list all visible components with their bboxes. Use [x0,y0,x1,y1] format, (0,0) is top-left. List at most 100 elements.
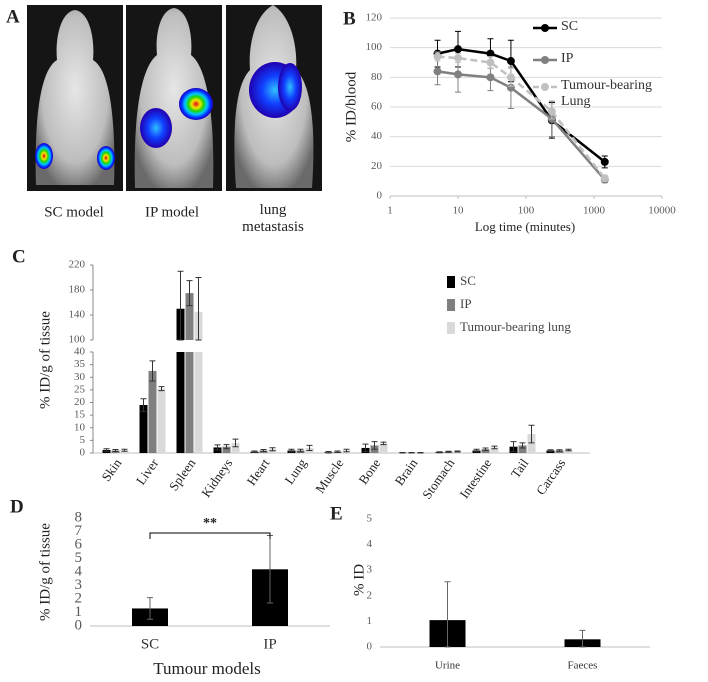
error-bar [454,450,461,453]
legend-label: IP [561,51,574,66]
bar [379,443,388,453]
legend-label: IP [460,296,472,311]
y-tick-label: 3 [75,577,83,593]
y-tick-label: 2 [75,590,83,606]
error-bar [343,448,350,453]
x-tick-label: Brain [392,455,421,488]
y-tick-label: 220 [69,259,86,271]
bar [185,352,194,453]
error-bar [547,449,554,452]
bar [176,352,185,453]
y-tick-label: 120 [366,12,383,24]
y-tick-label: 0 [367,641,373,653]
error-bar [232,438,239,448]
bar [222,446,231,453]
y-tick-label: 15 [74,409,86,421]
x-tick-label: Tail [508,456,532,481]
y-axis-label: % ID/g of tissue [37,523,53,621]
y-tick-label: 60 [371,101,383,113]
bar [546,450,555,453]
legend-swatch [447,322,455,334]
x-tick-label: Intestine [456,456,494,501]
point [433,67,442,76]
bar [157,388,166,453]
error-bar [482,447,489,451]
legend-label: SC [561,19,579,34]
bar [490,447,499,453]
point [486,58,495,67]
error-bar [362,443,369,453]
y-axis-label: % ID/blood [343,71,359,142]
bar [481,449,490,453]
y-axis-label: % ID/g of tissue [37,311,53,409]
x-tick-label: Bone [355,456,383,487]
error-bar [140,398,147,412]
y-tick-label: 0 [377,190,383,202]
point [454,70,462,79]
x-tick-label: Lung [281,455,309,486]
error-bar [399,451,406,454]
y-tick-label: 100 [69,334,86,346]
x-tick-label: 10 [453,205,465,217]
mouse-image [226,5,322,191]
error-bar [260,448,267,452]
x-tick-label: Carcass [533,456,568,498]
bar [231,442,240,453]
error-bar [380,441,387,446]
error-bar [186,280,193,307]
error-bar [269,447,276,452]
y-tick-label: 180 [69,284,86,296]
y-tick-label: 1 [367,615,373,627]
legend-label: Tumour-bearing Lung [561,78,652,110]
error-bar [251,450,258,453]
x-tick-label: Faeces [568,660,598,672]
error-bar [436,451,443,454]
legend-marker [541,24,549,32]
error-bar [195,277,202,341]
error-bar [510,441,517,453]
point [454,54,462,63]
x-tick-label: 1000 [583,205,606,217]
error-bar [325,450,332,454]
panel-label: A [6,6,20,27]
mouse-image [27,5,123,191]
y-tick-label: 0 [75,617,83,633]
error-bar [473,448,480,453]
x-tick-label: Urine [435,660,460,672]
x-tick-label: Liver [133,455,162,487]
significance-label: ** [203,516,217,531]
x-tick-label: Heart [244,456,273,489]
y-tick-label: 2 [367,589,373,601]
y-tick-label: 25 [74,383,86,395]
point [486,73,495,82]
x-tick-label: SC [141,636,159,652]
panel-label: E [330,503,343,524]
error-bar [223,444,230,450]
bar [139,405,148,453]
x-tick-label: Stomach [419,455,458,501]
y-tick-label: 80 [371,71,383,83]
y-tick-label: 35 [74,358,86,370]
bar [555,450,564,453]
legend-swatch [447,276,455,288]
point [600,174,609,183]
error-bar [579,629,586,648]
bar [194,352,203,453]
legend-marker [541,83,549,91]
y-tick-label: 5 [75,550,83,566]
error-bar [528,424,535,444]
point [454,45,462,54]
x-tick-label: Skin [98,455,124,484]
legend-label-box: IP [561,51,574,66]
error-bar [519,442,526,449]
y-tick-label: 3 [367,564,373,576]
x-tick-label: Spleen [166,455,199,493]
legend-label: Tumour-bearing lung [460,319,571,334]
error-bar [214,444,221,451]
bar [185,293,194,340]
error-bar [103,448,110,452]
x-tick-label: Kidneys [198,456,235,500]
x-tick-label: IP [263,636,276,652]
